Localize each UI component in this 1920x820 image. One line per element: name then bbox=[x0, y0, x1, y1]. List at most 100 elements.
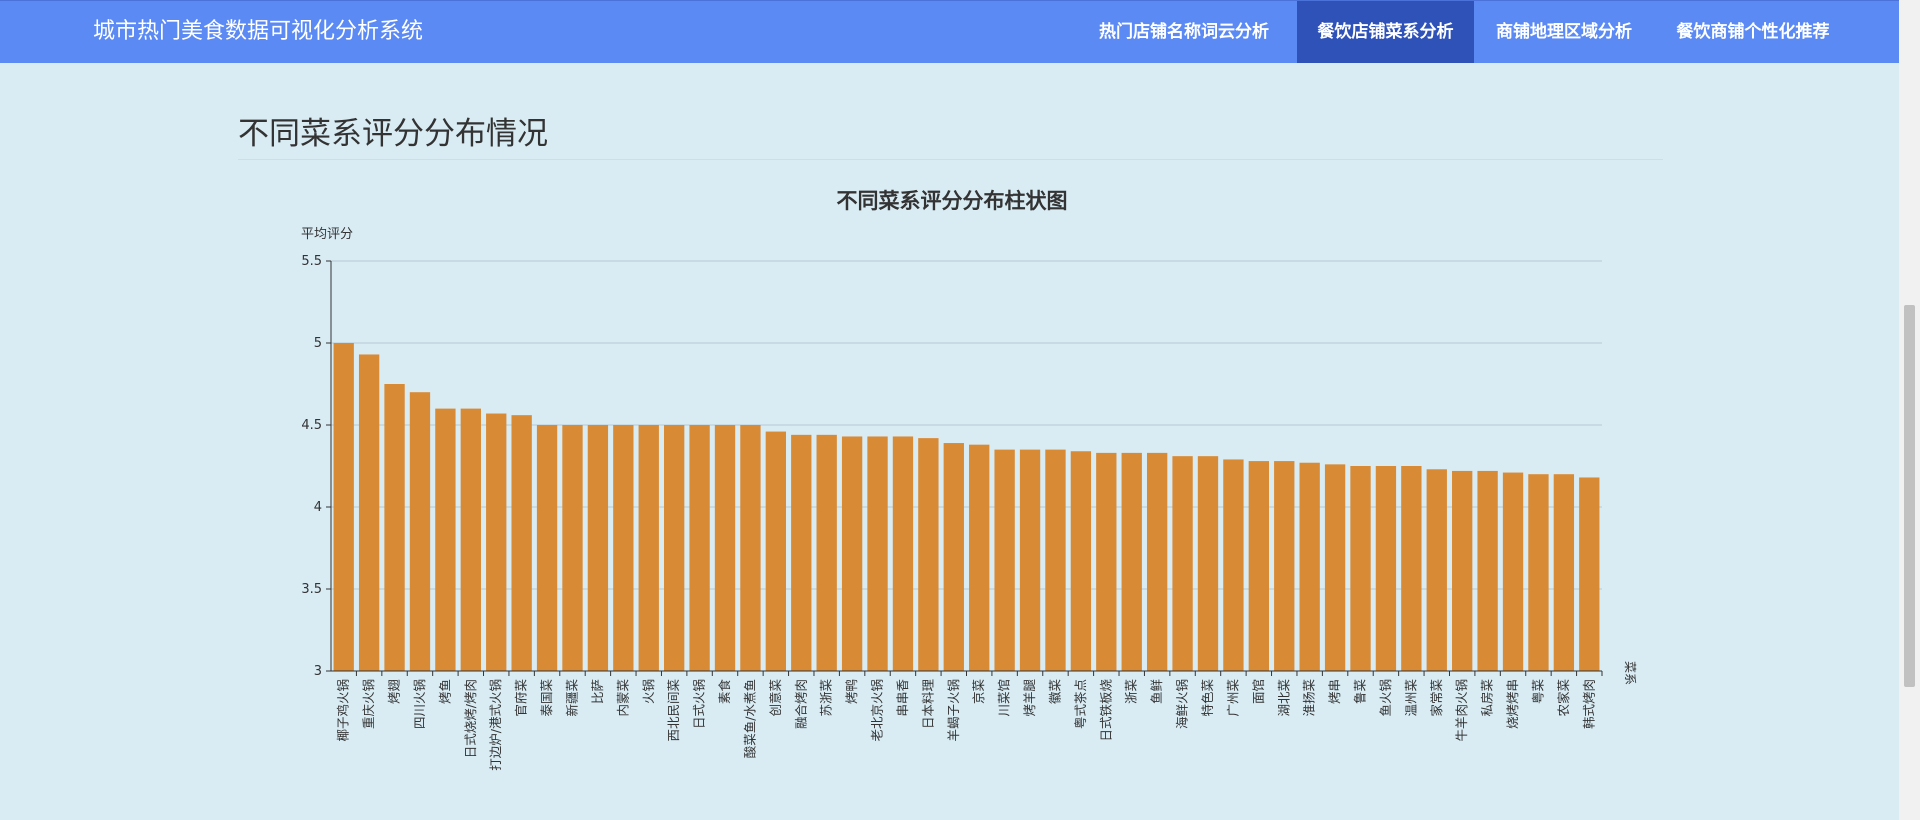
bar bbox=[435, 408, 456, 671]
bar bbox=[892, 436, 914, 671]
bar bbox=[1248, 461, 1269, 671]
bar bbox=[358, 354, 380, 671]
bar bbox=[638, 425, 659, 671]
bar bbox=[1274, 461, 1295, 671]
x-tick-label: 比萨 bbox=[590, 679, 605, 704]
chart-title: 不同菜系评分分布柱状图 bbox=[837, 189, 1068, 213]
x-tick-label: 西北民间菜 bbox=[666, 679, 681, 742]
bar bbox=[1452, 470, 1473, 671]
x-tick-label: 烤鱼 bbox=[437, 679, 452, 704]
x-tick-label: 浙菜 bbox=[1124, 679, 1139, 705]
x-tick-label: 粤式茶点 bbox=[1073, 679, 1088, 729]
x-tick-label: 私房菜 bbox=[1480, 679, 1495, 717]
bar bbox=[613, 425, 634, 671]
bar bbox=[1096, 452, 1117, 671]
x-tick-label: 京菜 bbox=[971, 679, 986, 705]
bar bbox=[1579, 477, 1600, 671]
y-tick-label: 5 bbox=[314, 336, 322, 351]
y-tick-label: 4.5 bbox=[301, 418, 322, 433]
bar bbox=[460, 408, 481, 671]
bar bbox=[1426, 469, 1447, 671]
x-tick-label: 牛羊肉火锅 bbox=[1454, 679, 1469, 742]
bar bbox=[1401, 466, 1422, 671]
x-tick-label: 苏浙菜 bbox=[819, 679, 834, 717]
bar bbox=[384, 384, 405, 671]
x-tick-label: 创意菜 bbox=[768, 679, 783, 717]
bar bbox=[943, 443, 964, 671]
x-tick-label: 广州菜 bbox=[1225, 679, 1240, 717]
section-divider bbox=[238, 159, 1663, 160]
y-tick-label: 5.5 bbox=[301, 254, 322, 269]
x-tick-label: 日式火锅 bbox=[692, 679, 707, 729]
x-tick-label: 鱼火锅 bbox=[1378, 679, 1393, 717]
y-axis-name: 平均评分 bbox=[301, 227, 353, 242]
bar bbox=[816, 434, 837, 671]
x-tick-label: 官府菜 bbox=[514, 679, 529, 717]
bar bbox=[511, 415, 532, 671]
x-tick-label: 烤串 bbox=[1327, 679, 1342, 704]
section-title: 不同菜系评分分布情况 bbox=[238, 116, 548, 152]
nav-item-cuisine-analysis[interactable]: 餐饮店铺菜系分析 bbox=[1297, 1, 1474, 63]
y-tick-label: 3.5 bbox=[301, 582, 322, 597]
app-title[interactable]: 城市热门美食数据可视化分析系统 bbox=[93, 19, 424, 44]
bar bbox=[1172, 456, 1193, 671]
y-tick-label: 4 bbox=[314, 500, 322, 515]
bar bbox=[1299, 462, 1320, 671]
x-tick-label: 融合烤肉 bbox=[793, 679, 808, 729]
x-tick-label: 日本料理 bbox=[920, 679, 935, 730]
x-tick-label: 鲁菜 bbox=[1353, 679, 1368, 705]
bar bbox=[841, 436, 863, 671]
x-tick-label: 椰子鸡火锅 bbox=[336, 679, 351, 742]
x-tick-label: 韩式烤肉 bbox=[1581, 679, 1596, 729]
x-tick-label: 日式铁板烧 bbox=[1098, 679, 1113, 742]
x-tick-label: 内蒙菜 bbox=[615, 679, 630, 717]
bar bbox=[536, 425, 558, 671]
bar bbox=[1121, 452, 1142, 671]
bar bbox=[1070, 451, 1092, 671]
bar bbox=[1019, 449, 1041, 671]
x-tick-label: 四川火锅 bbox=[412, 679, 427, 729]
x-tick-label: 农家菜 bbox=[1556, 679, 1571, 717]
x-tick-label: 火锅 bbox=[641, 679, 656, 704]
page-scrollbar[interactable] bbox=[1899, 0, 1920, 820]
x-tick-label: 湖北菜 bbox=[1276, 679, 1291, 717]
bar bbox=[740, 425, 761, 671]
bar bbox=[1375, 466, 1397, 671]
bar bbox=[1350, 466, 1371, 671]
x-axis-name: 菜系 bbox=[1623, 661, 1637, 685]
nav-item-geo-region-analysis[interactable]: 商铺地理区域分析 bbox=[1496, 22, 1632, 42]
x-tick-label: 鱼鲜 bbox=[1149, 679, 1164, 704]
bar bbox=[1477, 470, 1498, 671]
x-tick-label: 川菜馆 bbox=[997, 679, 1012, 717]
bar bbox=[1553, 474, 1575, 671]
x-tick-label: 新疆菜 bbox=[564, 679, 579, 717]
bar bbox=[664, 425, 685, 671]
bar bbox=[689, 425, 710, 671]
x-tick-label: 老北京火锅 bbox=[870, 679, 885, 742]
bar bbox=[918, 438, 939, 671]
x-tick-label: 烤翅 bbox=[387, 679, 402, 705]
scrollbar-thumb[interactable] bbox=[1904, 305, 1915, 687]
x-tick-label: 特色菜 bbox=[1200, 679, 1215, 717]
x-tick-label: 烧烤烤串 bbox=[1505, 679, 1520, 729]
bar bbox=[333, 343, 354, 671]
x-tick-label: 粤菜 bbox=[1530, 679, 1545, 705]
x-tick-label: 素食 bbox=[717, 679, 732, 705]
bar bbox=[994, 449, 1015, 671]
nav-item-wordcloud-analysis[interactable]: 热门店铺名称词云分析 bbox=[1099, 22, 1269, 42]
bar bbox=[714, 425, 736, 671]
x-tick-label: 面馆 bbox=[1251, 679, 1266, 704]
x-tick-label: 家常菜 bbox=[1429, 679, 1444, 717]
x-tick-label: 泰国菜 bbox=[539, 679, 554, 717]
x-tick-label: 烤羊腿 bbox=[1022, 679, 1037, 717]
bars bbox=[333, 343, 1600, 671]
bar bbox=[409, 392, 431, 671]
x-tick-label: 淮扬菜 bbox=[1302, 679, 1317, 717]
nav-item-personalized-recommendation[interactable]: 餐饮商铺个性化推荐 bbox=[1676, 22, 1830, 42]
bar bbox=[587, 425, 609, 671]
bar bbox=[765, 431, 787, 671]
x-tick-label: 酸菜鱼/水煮鱼 bbox=[742, 679, 757, 758]
bar bbox=[1146, 452, 1168, 671]
y-tick-label: 3 bbox=[314, 664, 322, 679]
